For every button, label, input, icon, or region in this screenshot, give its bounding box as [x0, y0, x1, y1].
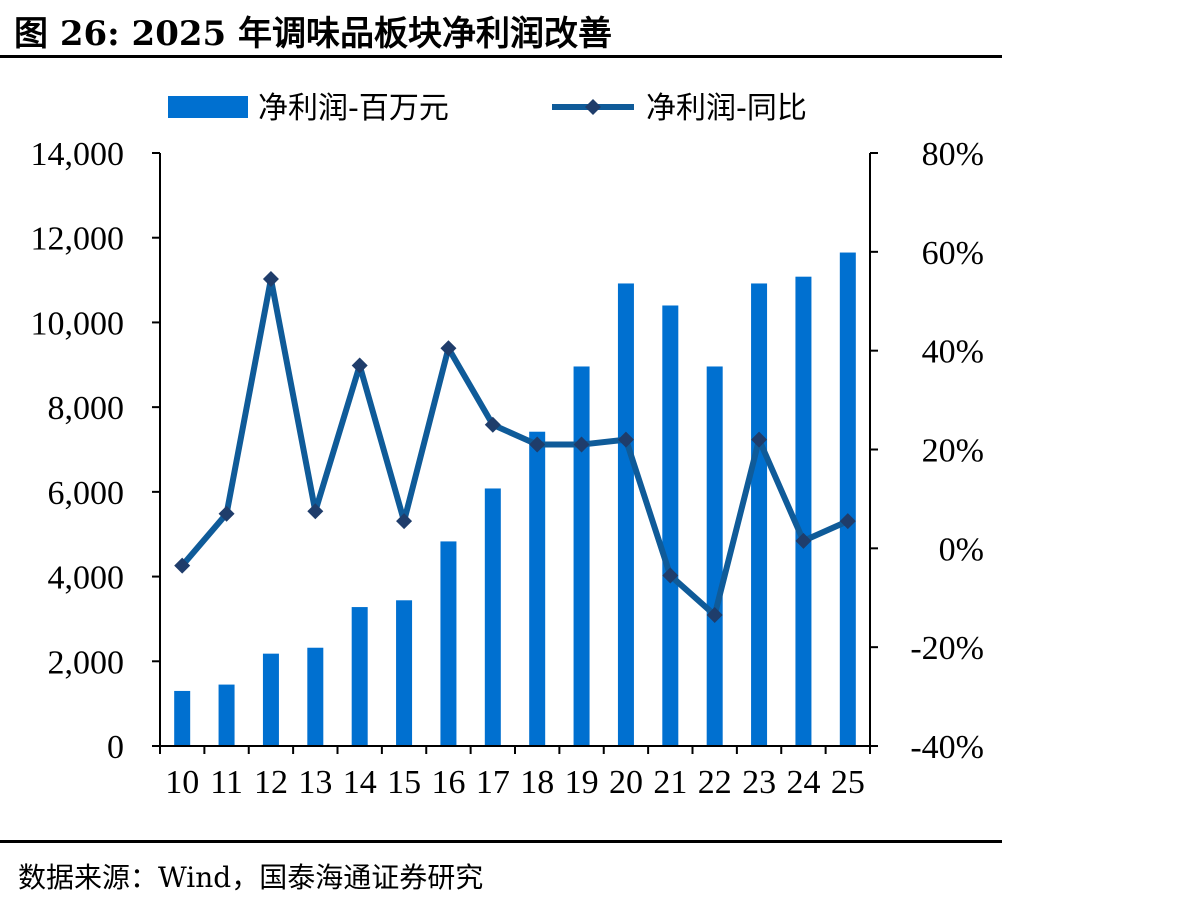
yoy-marker-19 — [573, 436, 590, 453]
x-tick-label: 13 — [298, 764, 332, 801]
y-left-tick-label: 10,000 — [31, 305, 125, 342]
yoy-marker-23 — [751, 431, 768, 448]
x-tick-label: 20 — [609, 764, 643, 801]
title-rule — [0, 55, 1002, 58]
x-tick-label: 12 — [254, 764, 288, 801]
x-tick-label: 16 — [431, 764, 465, 801]
x-tick-label: 25 — [831, 764, 865, 801]
yoy-marker-10 — [174, 557, 191, 574]
bar-25 — [839, 252, 856, 746]
y-left-tick-label: 0 — [107, 729, 124, 766]
y-left-tick-label: 8,000 — [48, 390, 125, 427]
yoy-marker-13 — [307, 503, 324, 520]
bar-16 — [440, 541, 457, 746]
bar-11 — [218, 684, 235, 746]
bar-22 — [706, 366, 723, 746]
yoy-marker-17 — [484, 416, 501, 433]
bar-21 — [662, 305, 679, 746]
yoy-marker-16 — [440, 340, 457, 357]
yoy-marker-12 — [262, 271, 279, 288]
yoy-marker-18 — [529, 436, 546, 453]
x-tick-label: 19 — [565, 764, 599, 801]
bar-13 — [307, 647, 324, 746]
y-right-tick-label: 40% — [922, 334, 984, 371]
yoy-line — [179, 276, 850, 619]
y-right-tick-label: -20% — [910, 630, 984, 667]
legend-bar-swatch — [168, 96, 248, 118]
x-tick-label: 15 — [387, 764, 421, 801]
legend: 净利润-百万元 净利润-同比 — [168, 91, 807, 126]
legend-bar-label: 净利润-百万元 — [258, 91, 449, 126]
bar-12 — [262, 653, 279, 746]
y-left-tick-label: 2,000 — [48, 644, 125, 681]
y-left-tick-label: 12,000 — [31, 221, 125, 258]
legend-line-marker — [585, 99, 601, 115]
x-tick-label: 17 — [476, 764, 510, 801]
y-right-tick-label: 60% — [922, 235, 984, 272]
line-series — [174, 271, 856, 624]
bar-19 — [573, 366, 590, 746]
bar-14 — [351, 607, 368, 746]
figure-title: 图 26: 2025 年调味品板块净利润改善 — [14, 14, 613, 54]
x-tick-label: 22 — [698, 764, 732, 801]
y-right-tick-label: 20% — [922, 433, 984, 470]
y-right-tick-label: 80% — [922, 136, 984, 173]
yoy-marker-21 — [662, 567, 679, 584]
y-left-tick-label: 14,000 — [31, 136, 125, 173]
legend-line-label: 净利润-同比 — [646, 91, 807, 126]
y-left-tick-label: 4,000 — [48, 560, 125, 597]
bar-18 — [529, 431, 546, 746]
bar-23 — [751, 283, 768, 746]
source-rule — [0, 840, 1002, 843]
axes: 0 2,000 4,000 6,000 8,000 10,000 12,000 14,000 -… — [31, 136, 985, 801]
x-tick-label: 11 — [210, 764, 243, 801]
x-tick-label: 23 — [742, 764, 776, 801]
y-right-tick-label: 0% — [939, 531, 984, 568]
bar-17 — [484, 488, 501, 746]
source-note: 数据来源：Wind，国泰海通证券研究 — [18, 861, 484, 894]
bars — [174, 252, 856, 746]
x-tick-label: 24 — [786, 764, 820, 801]
y-left-tick-label: 6,000 — [48, 475, 125, 512]
yoy-marker-24 — [795, 532, 812, 549]
y-right-tick-label: -40% — [910, 729, 984, 766]
yoy-marker-11 — [218, 505, 235, 522]
yoy-marker-22 — [706, 607, 723, 624]
bar-10 — [174, 690, 191, 746]
bar-24 — [795, 276, 812, 746]
yoy-marker-20 — [617, 431, 634, 448]
yoy-marker-14 — [351, 357, 368, 374]
yoy-marker-25 — [839, 513, 856, 530]
x-tick-label: 10 — [165, 764, 199, 801]
yoy-marker-15 — [396, 513, 413, 530]
x-tick-label: 14 — [343, 764, 377, 801]
bar-20 — [617, 283, 634, 746]
bar-15 — [396, 600, 413, 746]
x-tick-label: 18 — [520, 764, 554, 801]
x-tick-label: 21 — [653, 764, 687, 801]
